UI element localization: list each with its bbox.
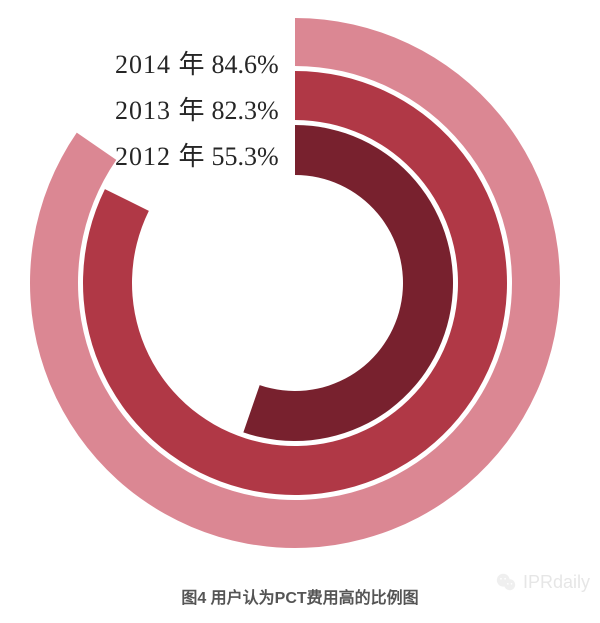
- ring-2014-year: 2014 年: [115, 50, 206, 79]
- radial-bar-chart: 2014 年84.6%2013 年82.3%2012 年55.3%: [0, 0, 600, 555]
- ring-2014-label: 2014 年84.6%: [115, 44, 279, 81]
- ring-2012-percent: 55.3%: [212, 142, 279, 171]
- ring-2013-label: 2013 年82.3%: [115, 90, 279, 127]
- ring-2013-percent: 82.3%: [212, 96, 279, 125]
- radial-svg: [0, 0, 600, 555]
- ring-2014-percent: 84.6%: [212, 50, 279, 79]
- ring-2012-year: 2012 年: [115, 142, 206, 171]
- ring-2013-year: 2013 年: [115, 96, 206, 125]
- wechat-icon: [495, 571, 517, 593]
- watermark: IPRdaily: [495, 571, 590, 593]
- watermark-text: IPRdaily: [523, 572, 590, 593]
- ring-2012-label: 2012 年55.3%: [115, 136, 279, 173]
